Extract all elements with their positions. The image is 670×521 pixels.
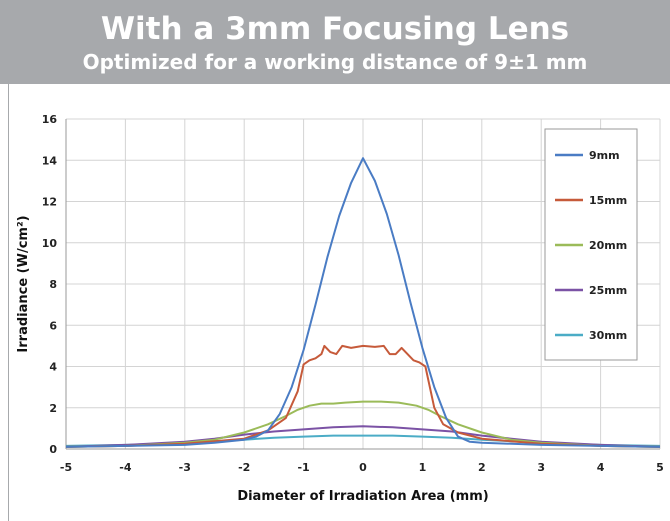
y-tick-label: 10 (42, 237, 58, 250)
y-tick-label: 8 (49, 278, 57, 291)
x-tick-label: -2 (238, 461, 250, 474)
series-line-20mm (65, 400, 661, 448)
x-tick-label: 0 (359, 461, 367, 474)
x-tick-label: -3 (179, 461, 191, 474)
series-layer (65, 157, 661, 448)
x-tick-label: 3 (537, 461, 545, 474)
series-line-15mm (65, 344, 661, 448)
chart-title: With a 3mm Focusing Lens (100, 11, 570, 47)
legend-label: 20mm (589, 239, 627, 252)
chart-subtitle: Optimized for a working distance of 9±1 … (82, 50, 588, 74)
y-axis-title: Irradiance (W/cm²) (16, 215, 31, 352)
x-tick-label: 2 (478, 461, 486, 474)
y-tick-label: 6 (49, 319, 57, 332)
frame-left-rule (8, 84, 9, 521)
x-tick-label: 5 (656, 461, 664, 474)
chart-gridlines (65, 118, 661, 450)
y-tick-label: 16 (42, 113, 58, 126)
x-axis-title: Diameter of Irradiation Area (mm) (237, 489, 488, 504)
x-tick-label: -1 (297, 461, 309, 474)
y-tick-label: 4 (49, 361, 57, 374)
y-tick-label: 0 (49, 443, 57, 456)
series-line-9mm (65, 157, 661, 448)
y-tick-label: 12 (42, 196, 57, 209)
chart-legend: 9mm 15mm 20mm 25mm 30mm (544, 128, 638, 361)
legend-label: 9mm (589, 149, 620, 162)
x-tick-label: -5 (60, 461, 72, 474)
y-tick-labels: 0 2 4 6 8 10 12 14 16 (42, 113, 58, 456)
legend-label: 30mm (589, 329, 627, 342)
x-tick-label: 4 (597, 461, 605, 474)
y-tick-label: 2 (49, 402, 57, 415)
chart-header: With a 3mm Focusing Lens Optimized for a… (0, 0, 670, 84)
legend-label: 25mm (589, 284, 627, 297)
legend-label: 15mm (589, 194, 627, 207)
x-tick-labels: -5 -4 -3 -2 -1 0 1 2 3 4 5 (60, 461, 664, 474)
x-tick-label: 1 (419, 461, 427, 474)
x-tick-label: -4 (119, 461, 132, 474)
y-tick-label: 14 (42, 154, 58, 167)
